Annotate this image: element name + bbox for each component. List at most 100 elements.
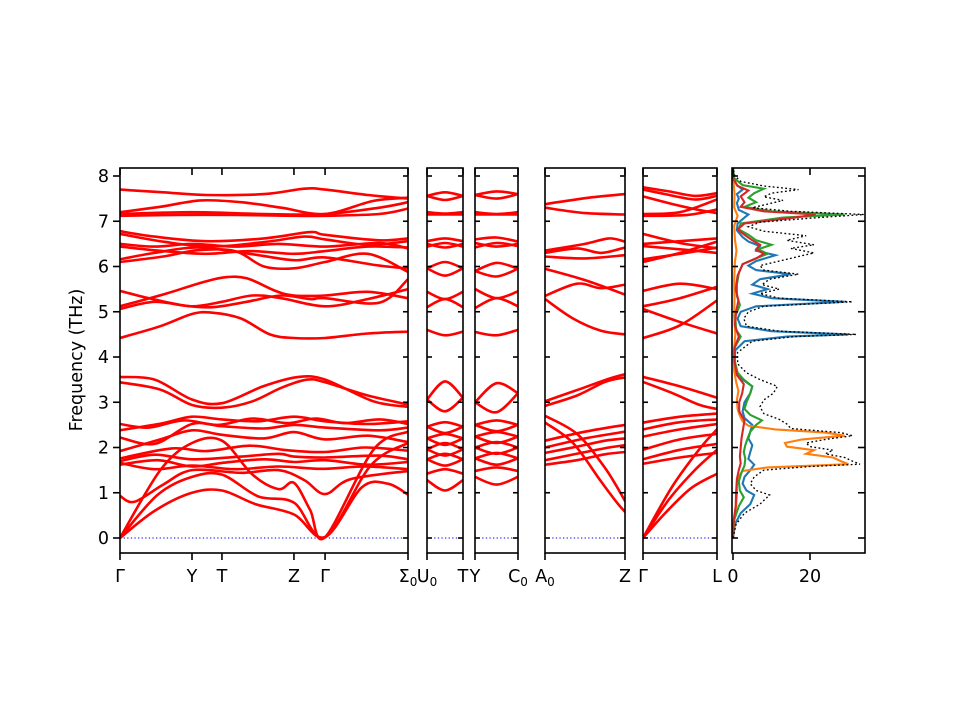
phonon-band: [643, 299, 717, 340]
phonon-band: [120, 241, 408, 250]
phonon-band: [475, 328, 518, 337]
band-panel-1: [120, 187, 408, 541]
phonon-band: [120, 196, 408, 216]
x-tick-label: Y: [469, 567, 481, 587]
phonon-band: [643, 285, 717, 308]
pdos-species-2-curve: [732, 168, 849, 539]
phonon-band: [643, 188, 717, 201]
phonon-band: [643, 198, 717, 216]
phonon-band: [120, 187, 408, 200]
phonon-band: [545, 253, 625, 260]
x-tick-label: Z: [288, 567, 300, 587]
x-tick-label: Σ0: [399, 567, 418, 589]
phonon-band: [120, 480, 408, 540]
phonon-band: [475, 457, 518, 466]
phonon-band: [475, 451, 518, 460]
y-tick-label: 4: [98, 348, 109, 368]
phonon-band: [643, 418, 717, 431]
phonon-band: [643, 375, 717, 399]
phonon-band: [475, 391, 518, 414]
phonon-band: [643, 195, 717, 215]
phonon-band: [427, 437, 463, 447]
panel-spine: [544, 167, 626, 554]
phonon-band: [545, 376, 625, 408]
phonon-band: [643, 232, 717, 250]
phonon-band: [120, 246, 408, 270]
phonon-band: [120, 461, 408, 471]
phonon-band: [643, 451, 717, 466]
phonon-band: [475, 430, 518, 438]
x-tick-label: T: [216, 567, 228, 587]
phonon-band: [545, 282, 625, 298]
phonon-band: [545, 423, 625, 442]
phonon-band: [427, 425, 463, 435]
phonon-band: [427, 210, 463, 215]
phonon-band: [427, 237, 463, 243]
phonon-band: [427, 297, 463, 309]
phonon-band: [643, 307, 717, 335]
pdos-species-1-curve: [732, 168, 849, 539]
phonon-band: [643, 428, 717, 540]
x-tick-label: C0: [508, 567, 528, 589]
phonon-band: [475, 440, 518, 449]
phonon-band: [427, 260, 463, 270]
phonon-band: [643, 244, 717, 255]
y-tick-label: 6: [98, 258, 109, 278]
x-tick-label: Y: [186, 567, 198, 587]
x-tick-label: Γ: [320, 567, 330, 587]
phonon-band: [475, 287, 518, 300]
phonon-band: [475, 475, 518, 486]
panel-spine: [426, 167, 464, 554]
phonon-band: [545, 297, 625, 336]
y-tick-label: 5: [98, 303, 109, 323]
phonon-band: [545, 192, 625, 206]
phonon-band: [643, 282, 717, 293]
phonon-band: [545, 437, 625, 455]
phonon-band: [643, 432, 717, 452]
phonon-band: [545, 246, 625, 255]
phonon-band: [643, 412, 717, 424]
band-panel-2: [427, 191, 463, 492]
band-panel-4: [545, 192, 625, 514]
phonon-band: [427, 441, 463, 451]
phonon-band: [545, 443, 625, 462]
phonon-band: [545, 267, 625, 296]
phonon-band: [120, 374, 408, 409]
x-tick-label: 20: [799, 567, 821, 587]
phonon-band: [120, 232, 408, 248]
phonon-band: [643, 448, 717, 540]
phonon-band: [427, 452, 463, 461]
phonon-band: [475, 267, 518, 278]
phonon-band: [120, 310, 408, 340]
dos-panel: [732, 168, 864, 539]
y-tick-label: 2: [98, 439, 109, 459]
phonon-band: [643, 472, 717, 540]
phonon-band: [475, 419, 518, 427]
x-tick-label: Γ: [115, 567, 125, 587]
phonon-band: [643, 237, 717, 246]
y-tick-label: 7: [98, 212, 109, 232]
x-tick-label: U0: [417, 567, 437, 589]
phonon-band: [120, 200, 408, 216]
phonon-band: [545, 372, 625, 403]
y-axis-label: Frequency (THz): [67, 288, 87, 432]
phonon-band: [427, 478, 463, 492]
phonon-band: [427, 194, 463, 202]
phonon-band: [120, 229, 408, 243]
phonon-band: [545, 450, 625, 466]
phonon-band: [427, 432, 463, 440]
y-tick-label: 1: [98, 484, 109, 504]
x-tick-label: Z: [619, 567, 631, 587]
x-tick-label: L: [712, 567, 722, 587]
phonon-band: [120, 275, 408, 308]
phonon-band: [120, 417, 408, 429]
phonon-band: [475, 423, 518, 433]
x-tick-label: A0: [535, 567, 555, 589]
phonon-band: [427, 328, 463, 337]
phonon-band: [427, 458, 463, 467]
phonon-band: [427, 191, 463, 198]
phonon-band: [427, 241, 463, 248]
phonon-band: [120, 441, 408, 540]
phonon-band: [475, 241, 518, 249]
